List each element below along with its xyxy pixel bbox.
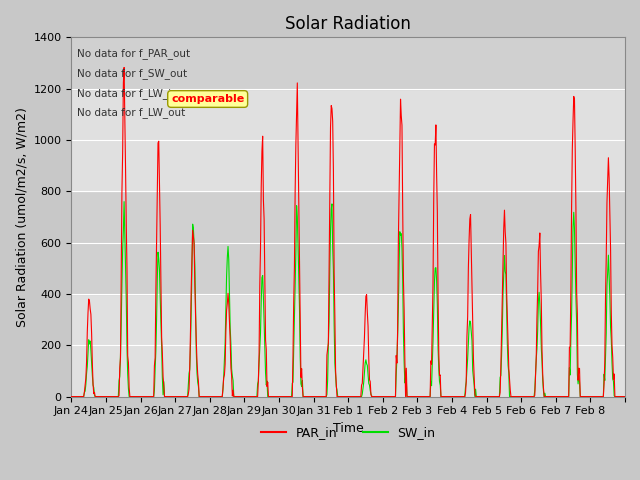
Text: No data for f_LW_in: No data for f_LW_in	[77, 88, 178, 98]
Y-axis label: Solar Radiation (umol/m2/s, W/m2): Solar Radiation (umol/m2/s, W/m2)	[15, 107, 28, 327]
Text: comparable: comparable	[171, 94, 244, 104]
Bar	[72, 0, 625, 89]
Title: Solar Radiation: Solar Radiation	[285, 15, 411, 33]
Bar	[72, 192, 625, 294]
Bar	[72, 294, 625, 396]
Text: No data for f_LW_out: No data for f_LW_out	[77, 108, 185, 118]
Bar	[72, 89, 625, 192]
Text: No data for f_PAR_out: No data for f_PAR_out	[77, 48, 190, 59]
X-axis label: Time: Time	[333, 422, 364, 435]
Legend: PAR_in, SW_in: PAR_in, SW_in	[256, 421, 440, 444]
Text: No data for f_SW_out: No data for f_SW_out	[77, 68, 187, 79]
